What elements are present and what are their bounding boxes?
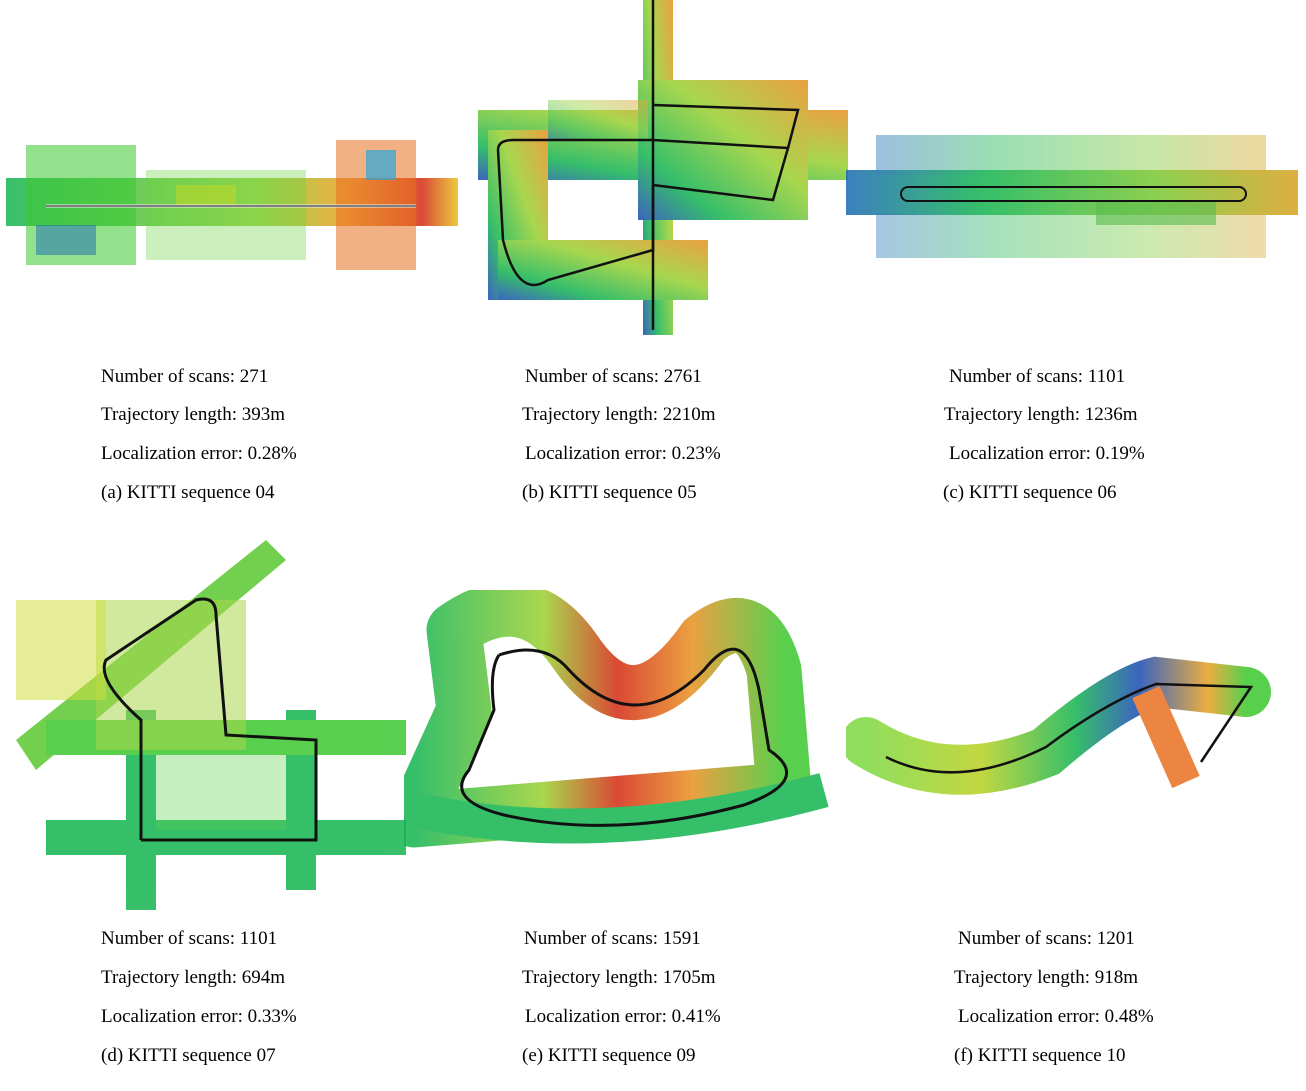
panel-b-caption: (b) KITTI sequence 05 — [522, 482, 697, 503]
panel-f-error: Localization error: 0.48% — [958, 1006, 1154, 1027]
panel-c-error: Localization error: 0.19% — [949, 443, 1145, 464]
map-f-trajectory — [885, 682, 1254, 774]
map-f-point-cloud — [846, 632, 1292, 822]
map-c-point-cloud — [846, 125, 1298, 270]
map-d-point-cloud — [16, 540, 406, 910]
panel-c-caption: (c) KITTI sequence 06 — [943, 482, 1117, 503]
map-a-point-cloud — [6, 130, 458, 275]
panel-a-scans: Number of scans: 271 — [101, 366, 269, 387]
panel-c-scans: Number of scans: 1101 — [949, 366, 1126, 387]
map-e-trajectory — [460, 647, 789, 827]
map-d-cloud — [16, 540, 406, 910]
panel-d-scans: Number of scans: 1101 — [101, 928, 278, 949]
panel-c-length: Trajectory length: 1236m — [944, 404, 1138, 425]
panel-f-caption: (f) KITTI sequence 10 — [954, 1045, 1126, 1066]
panel-a-length: Trajectory length: 393m — [101, 404, 285, 425]
map-d-trajectory — [102, 597, 318, 842]
map-e-point-cloud — [404, 590, 836, 875]
map-b-trajectory — [496, 0, 800, 330]
map-f-cloud — [846, 656, 1271, 795]
panel-e-caption: (e) KITTI sequence 09 — [522, 1045, 696, 1066]
panel-b-scans: Number of scans: 2761 — [525, 366, 702, 387]
map-b-point-cloud — [458, 0, 848, 335]
panel-f-length: Trajectory length: 918m — [954, 967, 1138, 988]
panel-a-caption: (a) KITTI sequence 04 — [101, 482, 275, 503]
panel-f-scans: Number of scans: 1201 — [958, 928, 1135, 949]
panel-a-error: Localization error: 0.28% — [101, 443, 297, 464]
panel-d-error: Localization error: 0.33% — [101, 1006, 297, 1027]
map-b-cloud — [478, 0, 848, 335]
panel-b-length: Trajectory length: 2210m — [522, 404, 716, 425]
panel-d-length: Trajectory length: 694m — [101, 967, 285, 988]
panel-e-length: Trajectory length: 1705m — [522, 967, 716, 988]
panel-e-error: Localization error: 0.41% — [525, 1006, 721, 1027]
panel-b-error: Localization error: 0.23% — [525, 443, 721, 464]
panel-e-scans: Number of scans: 1591 — [524, 928, 701, 949]
map-c-trajectory — [900, 186, 1247, 202]
map-c-cloud — [846, 135, 1298, 258]
panel-d-caption: (d) KITTI sequence 07 — [101, 1045, 276, 1066]
